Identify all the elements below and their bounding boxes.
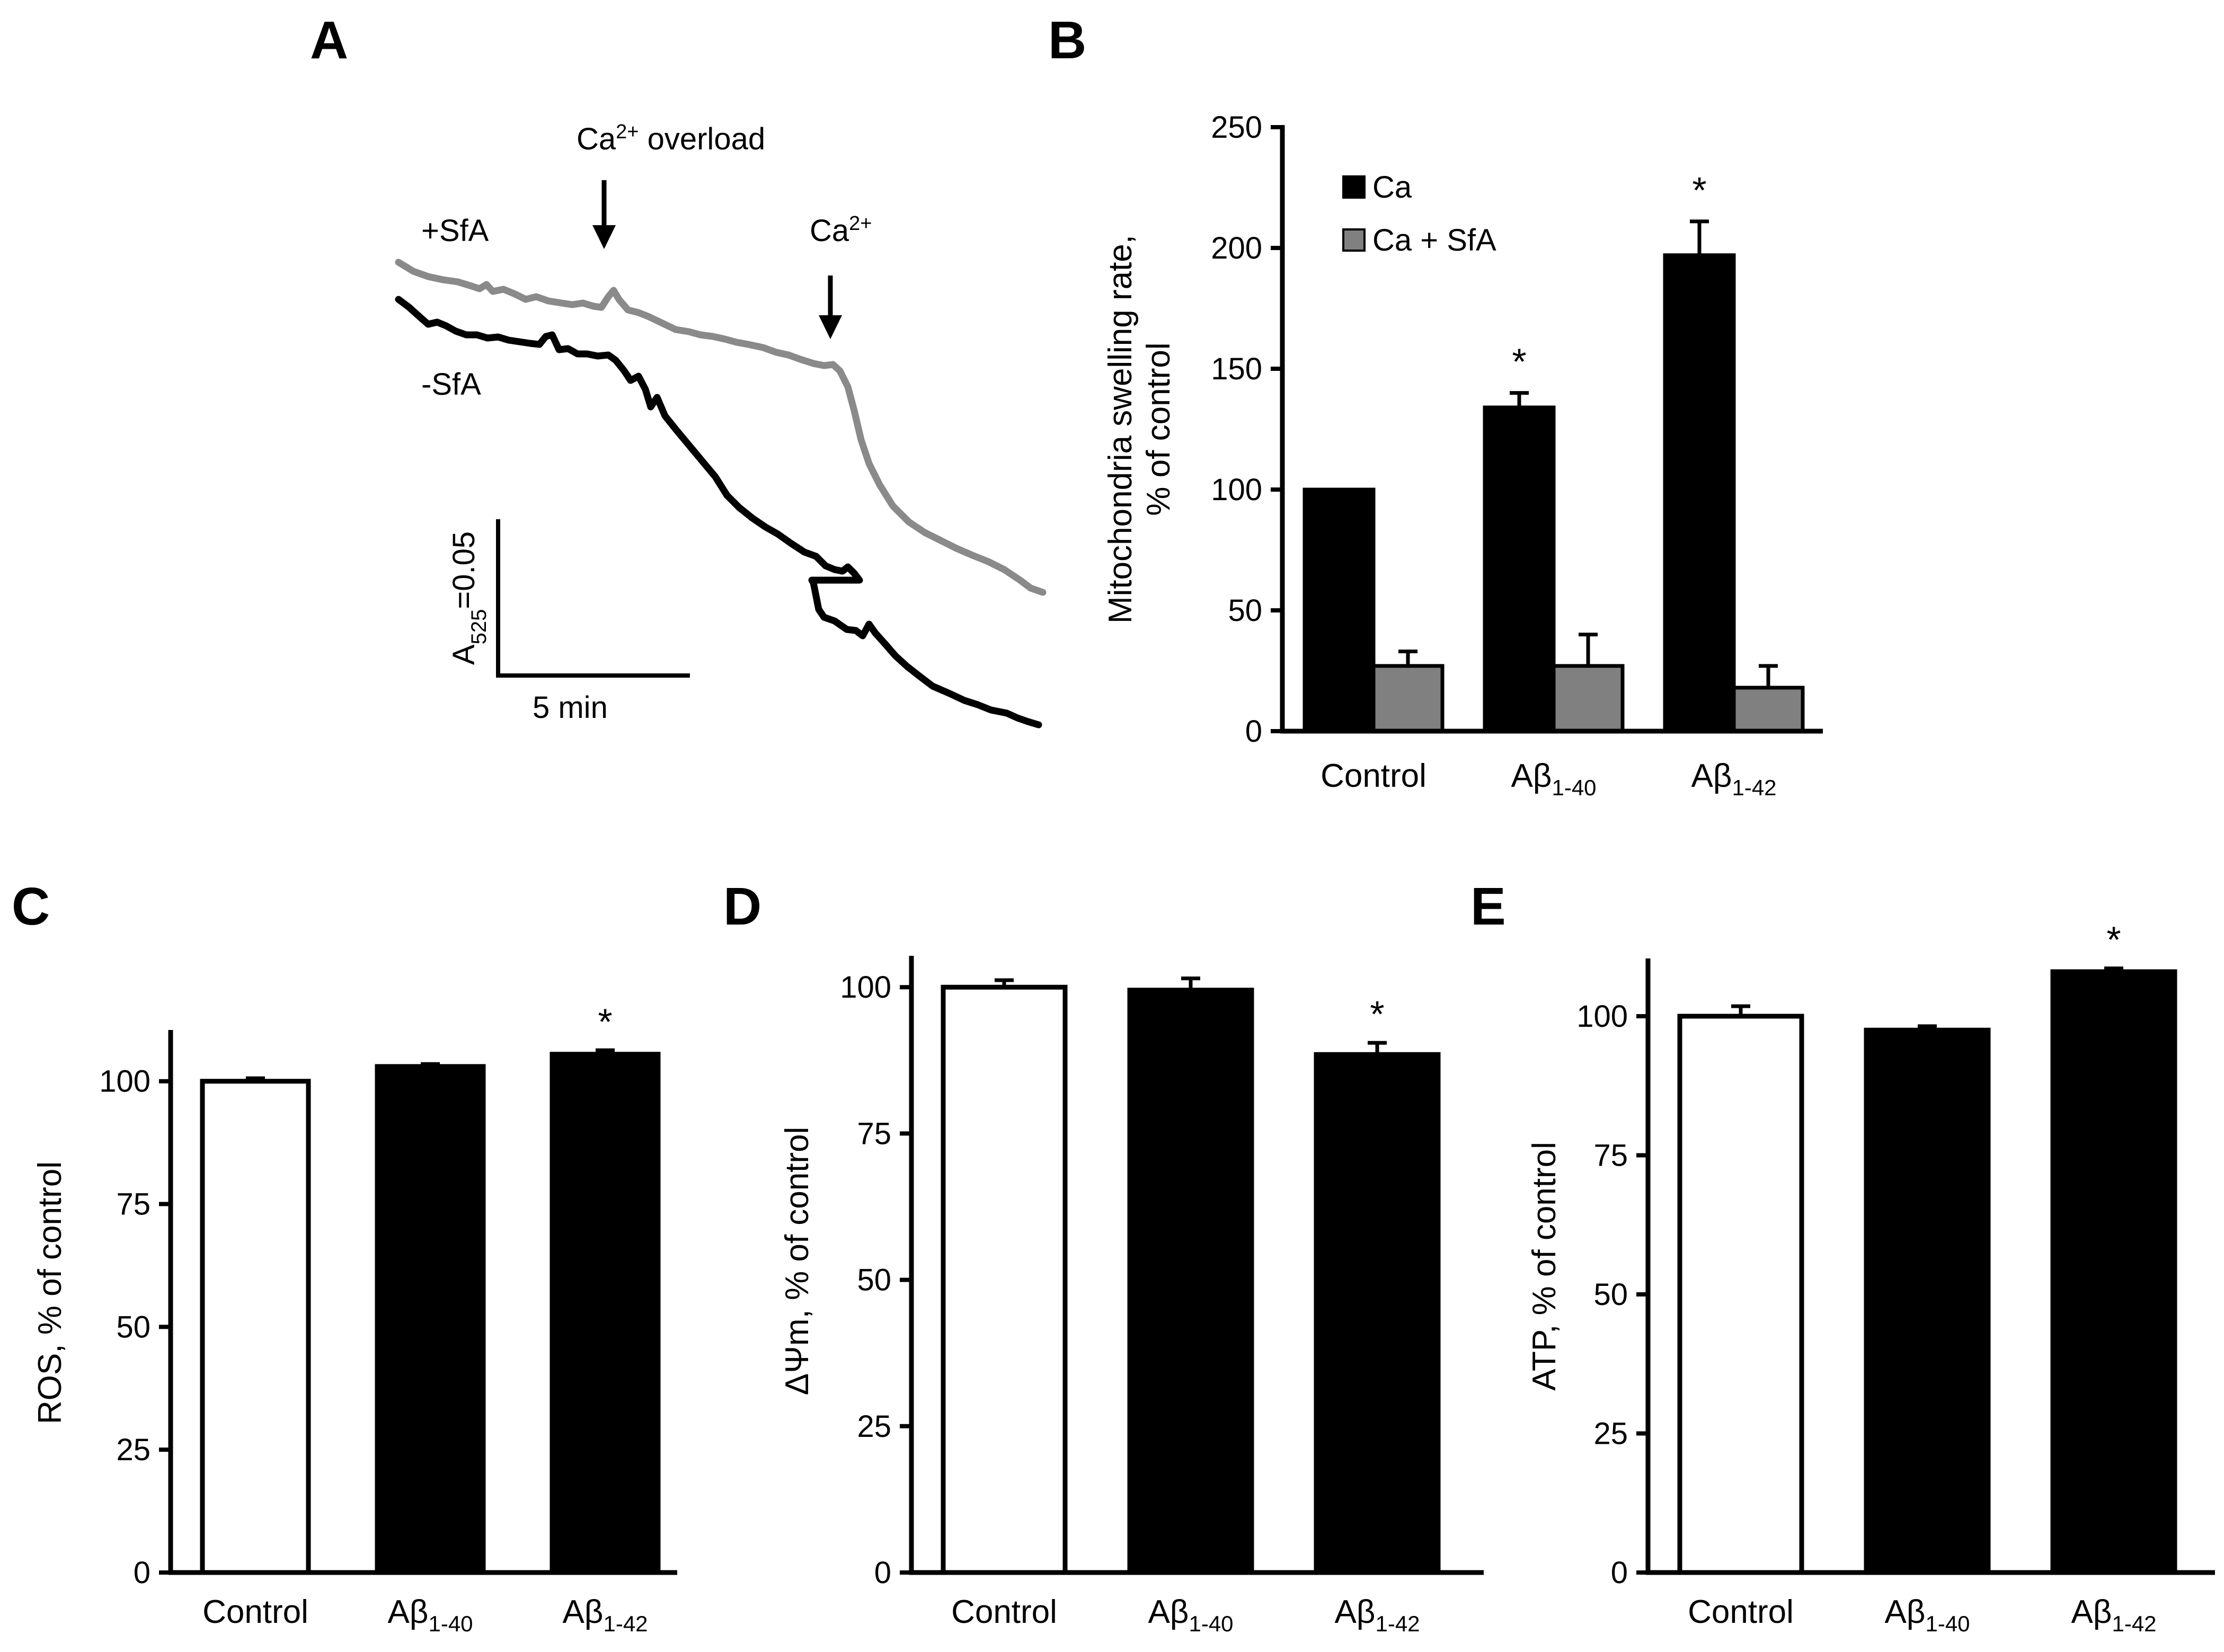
bar-e (2050, 969, 2177, 1575)
bar-d (941, 984, 1068, 1575)
y-tick-label-c: 25 (116, 1433, 150, 1467)
y-tick-label-e: 75 (1593, 1139, 1628, 1173)
y-tick-label-d: 50 (857, 1263, 891, 1298)
arrow-down-icon (592, 225, 616, 249)
scale-bar-y-label: A525=0.05 (447, 531, 491, 665)
category-label-b: Aβ1-42 (1691, 758, 1776, 800)
trace-plus-sfa (395, 259, 1047, 596)
y-tick-label-e: 25 (1593, 1417, 1628, 1451)
panel-label-d: D (723, 877, 761, 936)
significance-marker-d: * (1370, 993, 1384, 1035)
arrow-down-icon (819, 315, 842, 339)
y-tick-label-e: 0 (1611, 1556, 1628, 1590)
bar-b (1732, 686, 1805, 733)
legend-swatch (1342, 228, 1366, 252)
panel-e-chart: 0 25 50 75 100 * Control Aβ1-40 Aβ1-42 ATP, % of … (1526, 919, 2215, 1636)
panel-b-chart: 0 50 100 150 200 250 * * Ca Ca + SfA Control Aβ1-40… (1102, 110, 1823, 800)
bar-d (1314, 1052, 1441, 1575)
panel-label-c: C (12, 877, 50, 936)
significance-marker-c: * (598, 1001, 612, 1042)
category-label-d: Aβ1-42 (1334, 1594, 1420, 1636)
legend-entry: Ca (1372, 170, 1412, 205)
y-tick-label-e: 100 (1576, 999, 1628, 1034)
arrow-label-ca-overload: Ca2+ overload (577, 121, 765, 156)
category-label-d: Aβ1-40 (1148, 1594, 1233, 1636)
y-tick-label-b: 0 (1245, 714, 1262, 749)
scale-bar (496, 519, 690, 678)
y-tick-label-b: 50 (1228, 593, 1262, 628)
scale-bar-x-label: 5 min (533, 690, 608, 725)
bar-e (1864, 1027, 1991, 1575)
panel-a-trace: +SfA -SfA Ca2+ overload Ca2+ A525=0.05 5… (395, 121, 1047, 729)
trace-label-plus-sfa: +SfA (421, 214, 489, 248)
category-label-c: Aβ1-40 (387, 1594, 473, 1636)
category-label-e: Aβ1-40 (1884, 1594, 1970, 1636)
y-tick-label-c: 75 (116, 1187, 150, 1222)
trace-label-minus-sfa: -SfA (421, 367, 481, 402)
bar-b (1483, 405, 1556, 733)
bar-c (200, 1079, 311, 1575)
y-tick-label-e: 50 (1593, 1277, 1628, 1312)
panel-label-a: A (310, 11, 348, 70)
arrow-label-ca: Ca2+ (810, 212, 872, 248)
trace-minus-sfa (395, 296, 1042, 729)
category-label-d: Control (951, 1594, 1057, 1630)
bar-b (1302, 487, 1376, 733)
y-axis-title-c: ROS, % of control (32, 1161, 68, 1424)
significance-marker-b: * (1692, 170, 1706, 211)
panel-d-chart: 0 25 50 75 100 * Control Aβ1-40 Aβ1-42 ΔΨm, % of … (779, 956, 1484, 1636)
legend-swatch (1342, 175, 1366, 199)
y-tick-label-d: 75 (857, 1116, 891, 1151)
bar-b (1371, 664, 1445, 733)
y-tick-label-b: 150 (1211, 352, 1262, 386)
panel-label-b: B (1048, 11, 1086, 70)
bar-d (1127, 988, 1254, 1575)
y-tick-label-b: 100 (1211, 473, 1262, 507)
bar-b (1552, 664, 1625, 733)
panel-label-e: E (1470, 877, 1506, 936)
y-tick-label-d: 25 (857, 1409, 891, 1444)
bar-b (1663, 253, 1736, 733)
y-tick-label-d: 100 (840, 970, 891, 1005)
y-tick-label-c: 50 (116, 1310, 150, 1344)
bar-c (375, 1064, 486, 1575)
y-tick-label-c: 100 (99, 1064, 150, 1099)
category-label-b: Control (1321, 758, 1426, 794)
y-tick-label-b: 200 (1211, 231, 1262, 265)
category-label-c: Control (202, 1594, 308, 1630)
significance-marker-e: * (2106, 919, 2121, 961)
category-label-e: Aβ1-42 (2071, 1594, 2156, 1636)
y-axis-title-d: ΔΨm, % of control (779, 1127, 816, 1396)
legend-entry: Ca + SfA (1372, 223, 1496, 257)
y-axis-title-b: Mitochondria swelling rate,% of control (1102, 235, 1177, 624)
bar-c (550, 1052, 661, 1575)
panel-c-chart: 0 25 50 75 100 * Control Aβ1-40 Aβ1-42 ROS, % of … (32, 1001, 677, 1636)
y-axis-title-e: ATP, % of control (1526, 1142, 1563, 1391)
category-label-b: Aβ1-40 (1511, 758, 1596, 800)
y-tick-label-d: 0 (874, 1556, 891, 1590)
y-tick-label-b: 250 (1211, 110, 1262, 145)
y-tick-label-c: 0 (134, 1556, 150, 1590)
category-label-e: Control (1688, 1594, 1794, 1630)
significance-marker-b: * (1512, 341, 1526, 383)
bar-e (1677, 1014, 1804, 1575)
category-label-c: Aβ1-42 (562, 1594, 648, 1636)
